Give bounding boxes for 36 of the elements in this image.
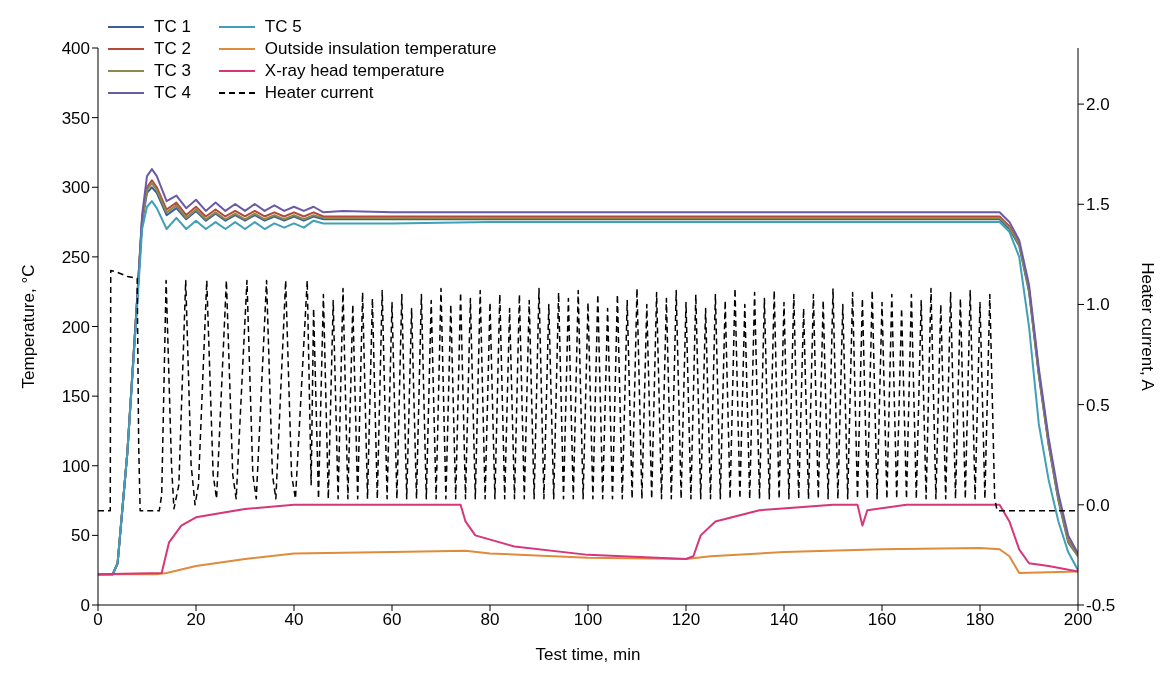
x-tick-label: 120: [671, 610, 701, 630]
y2-axis-title: Heater current, A: [1137, 262, 1157, 392]
x-tick-label: 140: [769, 610, 799, 630]
y-tick-label: 300: [61, 178, 90, 198]
y2-tick-label: 0.0: [1086, 495, 1110, 515]
y2-tick-label: 1.0: [1086, 295, 1110, 315]
x-tick-label: 80: [480, 610, 500, 630]
legend-label: TC 5: [264, 16, 302, 38]
y-tick-label: 250: [61, 247, 90, 267]
x-tick-label: 20: [186, 610, 206, 630]
x-tick-label: 180: [965, 610, 995, 630]
y2-tick-label: 2.0: [1086, 95, 1110, 115]
x-axis-title: Test time, min: [535, 645, 641, 664]
y-tick-label: 0: [80, 596, 90, 616]
y-tick-label: 150: [61, 387, 90, 407]
legend-label: TC 1: [154, 16, 191, 38]
legend-label: Heater current: [264, 82, 374, 104]
legend-label: TC 2: [154, 38, 191, 60]
line-series: [98, 503, 1078, 576]
y2-tick-label: 0.5: [1086, 395, 1110, 415]
x-tick-label: 160: [867, 610, 897, 630]
legend-label: Outside insulation temperature: [264, 38, 497, 60]
y-axis-title: Temperature, °C: [19, 264, 39, 389]
y-tick-label: 350: [61, 108, 90, 128]
legend-label: X-ray head temperature: [264, 60, 445, 82]
x-tick-label: 40: [284, 610, 304, 630]
y-tick-label: 100: [61, 456, 90, 476]
y2-tick-label: 1.5: [1086, 195, 1110, 215]
x-tick-label: 100: [573, 610, 603, 630]
y-tick-label: 50: [71, 526, 90, 546]
legend-label: TC 3: [154, 60, 191, 82]
y-tick-label: 400: [61, 39, 90, 59]
x-tick-label: 0: [93, 610, 103, 630]
legend-label: TC 4: [154, 82, 191, 104]
x-tick-label: 60: [382, 610, 402, 630]
y-tick-label: 200: [61, 317, 90, 337]
